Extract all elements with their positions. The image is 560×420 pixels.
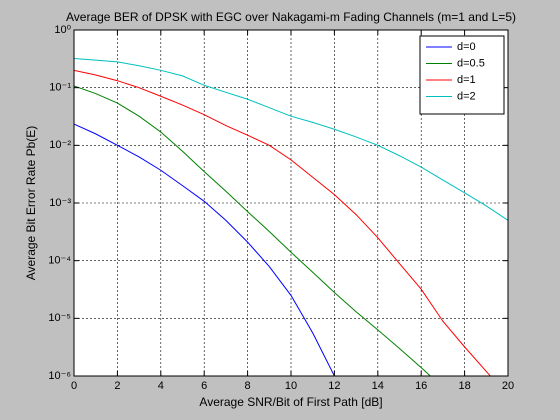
y-tick-label: 10⁰	[54, 24, 71, 36]
x-tick-label: 18	[458, 380, 470, 392]
legend-label: d=0	[457, 41, 476, 53]
x-tick-label: 6	[201, 380, 207, 392]
y-tick-label: 10⁻¹	[49, 82, 71, 94]
x-tick-label: 12	[328, 380, 340, 392]
data-line	[74, 85, 432, 376]
x-tick-label: 16	[415, 380, 427, 392]
data-line	[74, 69, 492, 376]
y-tick-label: 10⁻³	[49, 197, 71, 209]
data-line	[74, 58, 508, 221]
x-tick-label: 10	[285, 380, 297, 392]
ticks: 0 2 4 6 8 10 12 14 16 18 20 10⁻⁶ 10⁻⁵ 10⁻⁴ 10⁻³ 10⁻² 10⁻…	[48, 24, 514, 392]
legend-label: d=0.5	[457, 57, 485, 69]
lines	[74, 58, 508, 376]
y-tick-label: 10⁻⁶	[48, 370, 71, 382]
y-tick-label: 10⁻⁵	[48, 312, 71, 324]
x-tick-label: 0	[71, 380, 77, 392]
x-tick-label: 8	[245, 380, 251, 392]
legend-box	[419, 35, 505, 115]
y-tick-label: 10⁻⁴	[48, 255, 71, 267]
legend: d=0 d=0.5 d=1 d=2	[419, 35, 505, 115]
x-tick-label: 14	[372, 380, 384, 392]
x-axis-label: Average SNR/Bit of First Path [dB]	[199, 395, 382, 409]
x-tick-label: 2	[114, 380, 120, 392]
chart-title: Average BER of DPSK with EGC over Nakaga…	[66, 10, 516, 24]
y-axis-label: Average Bit Error Rate Pb(E)	[24, 126, 38, 281]
legend-label: d=2	[457, 90, 476, 102]
x-tick-label: 4	[158, 380, 164, 392]
data-line	[74, 123, 335, 376]
y-tick-label: 10⁻²	[49, 139, 71, 151]
x-tick-label: 20	[502, 380, 514, 392]
legend-label: d=1	[457, 74, 476, 86]
